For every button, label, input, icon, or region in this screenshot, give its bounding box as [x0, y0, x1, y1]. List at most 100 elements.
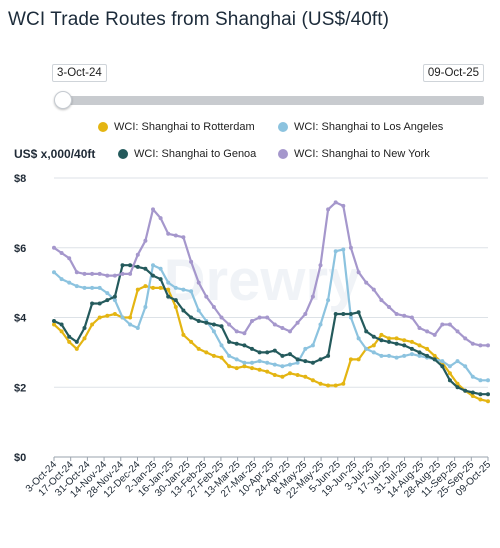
data-point-newyork[interactable]	[74, 270, 79, 275]
data-point-rotterdam[interactable]	[52, 322, 56, 327]
data-point-losangeles[interactable]	[227, 353, 232, 358]
data-point-genoa[interactable]	[250, 346, 254, 351]
data-point-newyork[interactable]	[242, 331, 247, 336]
data-point-rotterdam[interactable]	[151, 285, 155, 290]
data-point-genoa[interactable]	[394, 341, 399, 346]
data-point-newyork[interactable]	[105, 273, 110, 278]
data-point-losangeles[interactable]	[250, 360, 254, 365]
data-point-losangeles[interactable]	[288, 362, 292, 367]
data-point-newyork[interactable]	[227, 322, 232, 327]
data-point-newyork[interactable]	[234, 329, 239, 334]
data-point-rotterdam[interactable]	[173, 305, 178, 309]
data-point-newyork[interactable]	[486, 343, 490, 348]
data-point-newyork[interactable]	[387, 305, 391, 309]
data-point-newyork[interactable]	[417, 326, 422, 330]
legend-item-losangeles[interactable]: WCI: Shanghai to Los Angeles	[278, 121, 443, 133]
series-line-losangeles[interactable]	[53, 248, 488, 382]
data-point-newyork[interactable]	[470, 341, 475, 346]
data-point-genoa[interactable]	[409, 346, 414, 351]
data-point-genoa[interactable]	[90, 301, 95, 306]
data-point-losangeles[interactable]	[196, 308, 201, 313]
data-point-losangeles[interactable]	[67, 280, 72, 285]
series-line-genoa[interactable]	[53, 264, 488, 396]
data-point-newyork[interactable]	[219, 315, 224, 320]
data-point-rotterdam[interactable]	[402, 338, 407, 343]
data-point-losangeles[interactable]	[447, 364, 452, 369]
data-point-rotterdam[interactable]	[425, 346, 430, 351]
data-point-newyork[interactable]	[333, 200, 338, 205]
data-point-losangeles[interactable]	[181, 287, 186, 292]
data-point-rotterdam[interactable]	[326, 383, 331, 388]
data-point-losangeles[interactable]	[173, 285, 178, 290]
data-point-rotterdam[interactable]	[128, 315, 133, 320]
data-point-newyork[interactable]	[364, 280, 369, 285]
data-point-losangeles[interactable]	[272, 362, 277, 367]
data-point-losangeles[interactable]	[478, 378, 483, 383]
data-point-rotterdam[interactable]	[196, 346, 201, 351]
data-point-losangeles[interactable]	[143, 305, 148, 309]
data-point-rotterdam[interactable]	[486, 399, 490, 404]
data-point-genoa[interactable]	[478, 392, 483, 397]
data-point-losangeles[interactable]	[52, 270, 56, 275]
data-point-newyork[interactable]	[288, 329, 292, 334]
data-point-genoa[interactable]	[463, 388, 468, 393]
data-point-newyork[interactable]	[173, 233, 178, 238]
data-point-losangeles[interactable]	[333, 249, 338, 254]
legend-item-genoa[interactable]: WCI: Shanghai to Genoa	[118, 148, 256, 160]
legend-item-rotterdam[interactable]: WCI: Shanghai to Rotterdam	[98, 121, 255, 133]
data-point-newyork[interactable]	[318, 263, 323, 268]
data-point-genoa[interactable]	[112, 294, 117, 299]
data-point-losangeles[interactable]	[74, 284, 79, 289]
data-point-rotterdam[interactable]	[257, 367, 262, 372]
data-point-genoa[interactable]	[280, 353, 285, 358]
data-point-rotterdam[interactable]	[295, 373, 300, 377]
data-point-rotterdam[interactable]	[90, 322, 95, 327]
data-point-losangeles[interactable]	[326, 298, 331, 303]
data-point-genoa[interactable]	[387, 339, 391, 344]
data-point-rotterdam[interactable]	[288, 371, 292, 376]
data-point-losangeles[interactable]	[120, 315, 125, 320]
data-point-rotterdam[interactable]	[470, 394, 475, 398]
data-point-rotterdam[interactable]	[371, 343, 376, 348]
data-point-rotterdam[interactable]	[303, 374, 308, 379]
data-point-newyork[interactable]	[341, 203, 346, 208]
data-point-rotterdam[interactable]	[211, 353, 216, 358]
data-point-genoa[interactable]	[265, 350, 270, 355]
data-point-losangeles[interactable]	[379, 353, 384, 358]
data-point-genoa[interactable]	[204, 320, 209, 325]
series-line-rotterdam[interactable]	[53, 285, 489, 403]
data-point-rotterdam[interactable]	[310, 378, 315, 383]
data-point-genoa[interactable]	[379, 338, 384, 343]
data-point-genoa[interactable]	[181, 308, 186, 313]
data-point-rotterdam[interactable]	[447, 371, 452, 376]
data-point-newyork[interactable]	[402, 313, 407, 318]
data-point-rotterdam[interactable]	[280, 374, 285, 379]
data-point-rotterdam[interactable]	[242, 364, 247, 369]
data-point-rotterdam[interactable]	[265, 369, 270, 374]
data-point-rotterdam[interactable]	[166, 287, 171, 292]
data-point-rotterdam[interactable]	[356, 357, 361, 362]
data-point-losangeles[interactable]	[257, 359, 262, 364]
data-point-genoa[interactable]	[189, 315, 194, 320]
data-point-genoa[interactable]	[295, 357, 300, 362]
data-point-rotterdam[interactable]	[379, 332, 384, 337]
data-point-newyork[interactable]	[455, 329, 460, 334]
data-point-newyork[interactable]	[463, 336, 468, 341]
data-point-genoa[interactable]	[288, 352, 292, 357]
data-point-genoa[interactable]	[356, 310, 361, 315]
data-point-newyork[interactable]	[265, 315, 270, 320]
data-point-newyork[interactable]	[272, 322, 277, 327]
data-point-genoa[interactable]	[432, 357, 437, 362]
data-point-losangeles[interactable]	[105, 291, 110, 296]
data-point-losangeles[interactable]	[486, 378, 490, 383]
data-point-newyork[interactable]	[348, 245, 353, 250]
data-point-losangeles[interactable]	[189, 289, 194, 294]
data-point-rotterdam[interactable]	[318, 381, 323, 386]
data-point-genoa[interactable]	[52, 319, 56, 323]
slider-track[interactable]	[62, 96, 484, 105]
data-point-rotterdam[interactable]	[105, 313, 110, 318]
data-point-losangeles[interactable]	[280, 364, 285, 369]
data-point-rotterdam[interactable]	[181, 332, 186, 337]
data-point-rotterdam[interactable]	[341, 381, 346, 386]
data-point-rotterdam[interactable]	[478, 397, 483, 402]
